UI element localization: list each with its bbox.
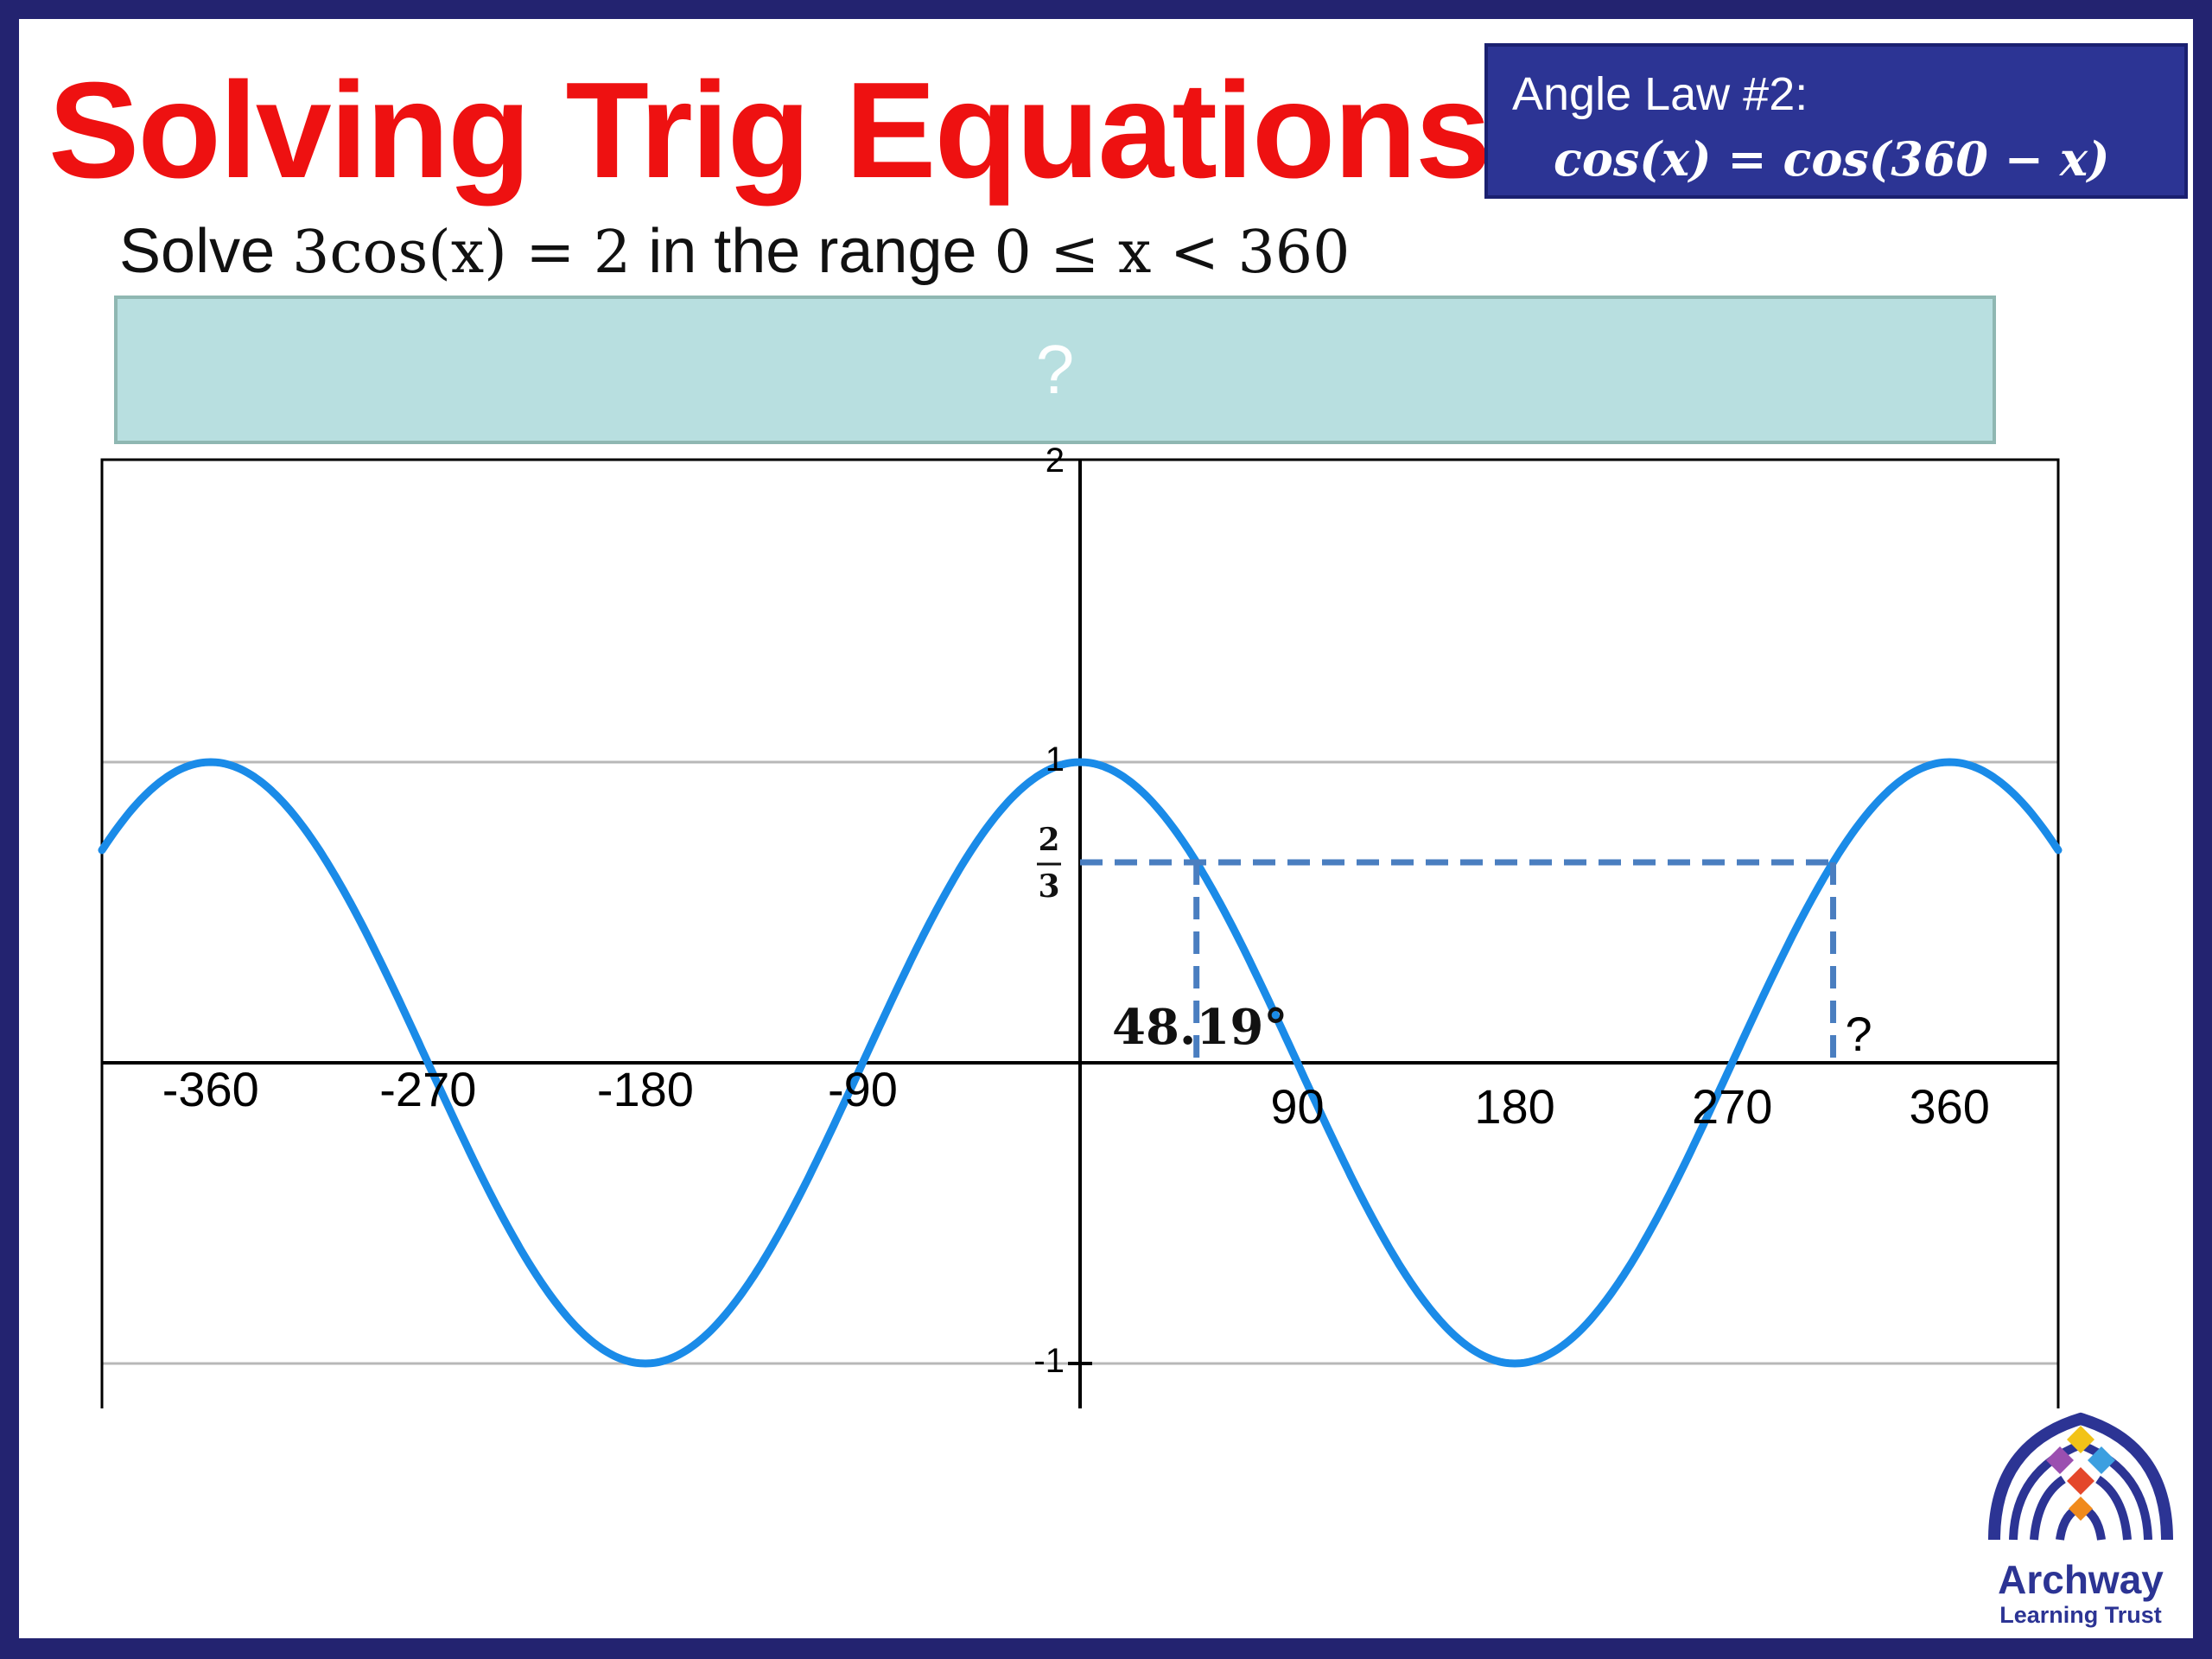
y-tick-label: -1	[1033, 1342, 1065, 1380]
level-label-numerator: 2	[1038, 822, 1059, 858]
page-title: Solving Trig Equations	[48, 54, 1491, 207]
slide: Solving Trig Equations Angle Law #2: cos…	[19, 19, 2193, 1638]
level-label-denominator: 3	[1038, 868, 1059, 905]
x-tick-label: 270	[1692, 1079, 1772, 1134]
x-tick-label: -360	[162, 1062, 259, 1116]
question-text: Solve 3cos(x) = 2 in the range 0 ≤ x < 3…	[119, 216, 1350, 287]
x-tick-label: 180	[1474, 1079, 1554, 1134]
archway-logo-graphic: Archway Learning Trust	[1988, 1412, 2173, 1628]
logo-subtitle: Learning Trust	[1999, 1602, 2162, 1628]
question-range: 0 ≤ x < 360	[994, 219, 1351, 287]
x-tick-label: -270	[379, 1062, 476, 1116]
question-middle: in the range	[648, 217, 977, 286]
angle-law-heading: Angle Law #2:	[1512, 68, 1808, 120]
x-tick-label: -90	[828, 1062, 898, 1116]
x-tick-label: -180	[597, 1062, 694, 1116]
archway-logo: Archway Learning Trust	[1977, 1410, 2184, 1638]
solution-label-2: ?	[1846, 1007, 1872, 1061]
solution-label-1: 48.19°	[1112, 999, 1287, 1056]
logo-name: Archway	[1998, 1557, 2164, 1602]
cosine-curve	[98, 758, 2063, 1368]
x-tick-label: 360	[1910, 1079, 1990, 1134]
y-tick-label: 1	[1046, 741, 1065, 779]
angle-law-box: Angle Law #2: cos(x) = cos(360 − x)	[1484, 43, 2188, 199]
question-prefix: Solve	[119, 217, 276, 286]
y-tick-label: 2	[1046, 442, 1065, 480]
answer-placeholder: ?	[1035, 331, 1075, 408]
answer-reveal-box[interactable]: ?	[114, 296, 1996, 444]
x-tick-label: 90	[1270, 1079, 1324, 1134]
question-equation: 3cos(x) = 2	[292, 219, 632, 287]
angle-law-formula: cos(x) = cos(360 − x)	[1554, 131, 2110, 187]
cosine-graph: -360 -270 -180 -90 90 180 270 360 2 1 -1 2 3 48.19°?	[98, 442, 2063, 1408]
